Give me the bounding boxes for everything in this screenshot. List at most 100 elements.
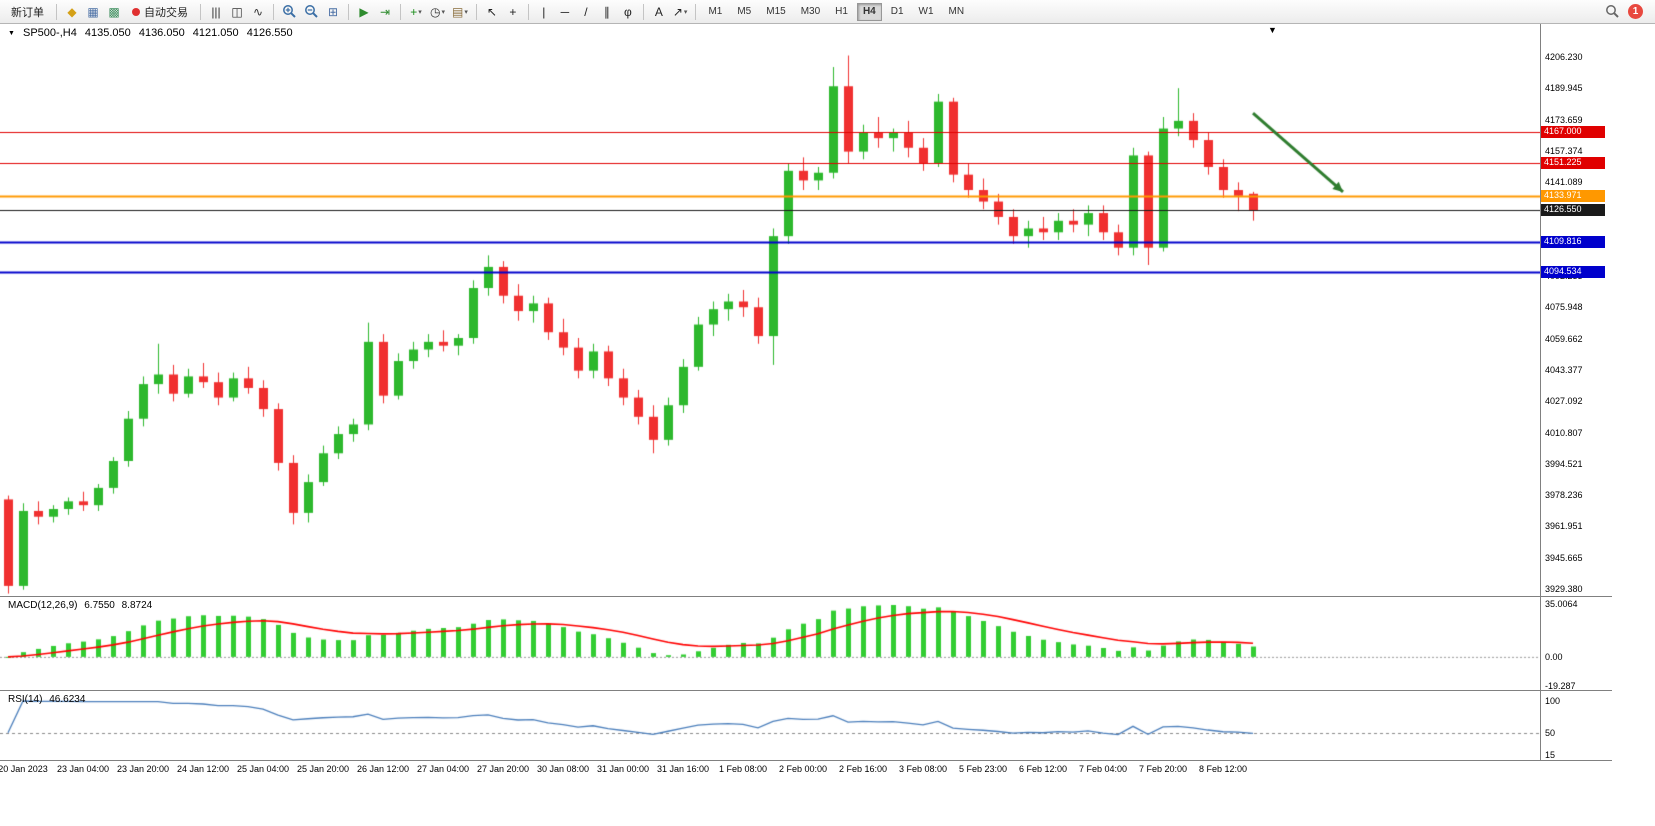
zoom-out-icon[interactable] — [301, 2, 322, 22]
search-icon[interactable] — [1602, 2, 1623, 22]
timeframe-button-w1[interactable]: W1 — [913, 3, 940, 21]
auto-trading-button-label: 自动交易 — [144, 6, 188, 19]
timeframe-button-m1[interactable]: M1 — [702, 3, 728, 21]
bar-chart-icon-glyph: ||| — [211, 4, 221, 19]
price-axis-label: 4157.374 — [1545, 145, 1583, 156]
trendline-icon[interactable]: / — [576, 2, 596, 22]
pane-separator[interactable] — [0, 690, 1612, 691]
zoom-in-icon[interactable] — [279, 2, 300, 22]
macd-main-value: 6.7550 — [84, 600, 115, 611]
line-chart-icon-glyph: ∿ — [252, 4, 264, 19]
templates-icon[interactable]: ▤ ▾ — [449, 2, 471, 22]
timeframe-button-m5[interactable]: M5 — [731, 3, 757, 21]
timeframe-button-h4[interactable]: H4 — [856, 2, 882, 21]
timeframe-button-m30[interactable]: M30 — [795, 3, 826, 21]
templates-icon-caret: ▾ — [464, 8, 468, 16]
time-axis-label: 23 Jan 04:00 — [56, 764, 110, 774]
indicators-icon[interactable]: + ▾ — [406, 2, 426, 22]
text-icon[interactable]: A — [649, 2, 669, 22]
fibonacci-icon-glyph: φ — [623, 4, 632, 19]
cursor-icon-glyph: ↖ — [486, 4, 497, 19]
tile-windows-icon-glyph: ⊞ — [327, 4, 339, 19]
price-level-badge[interactable]: 4151.225 — [1541, 156, 1605, 169]
time-axis-label: 2 Feb 16:00 — [838, 764, 888, 774]
indicators-icon-glyph: + — [410, 4, 418, 19]
macd-pane-canvas[interactable] — [0, 598, 1540, 690]
horizontal-line-icon[interactable]: ─ — [555, 2, 575, 22]
fibonacci-icon[interactable]: φ — [618, 2, 638, 22]
timeframe-button-d1[interactable]: D1 — [885, 3, 910, 21]
candlestick-icon[interactable]: ◫ — [227, 2, 247, 22]
pane-separator[interactable] — [0, 596, 1612, 597]
indicators-icon-caret: ▾ — [418, 8, 422, 16]
channel-icon[interactable]: ∥ — [597, 2, 617, 22]
chart-shift-marker-icon[interactable]: ▼ — [1268, 25, 1277, 35]
timeframe-button-m15[interactable]: M15 — [760, 3, 791, 21]
price-axis-label: 4075.948 — [1545, 302, 1583, 313]
time-axis-label: 25 Jan 04:00 — [236, 764, 290, 774]
time-axis-label: 30 Jan 08:00 — [536, 764, 590, 774]
trendline-icon-glyph: / — [584, 4, 588, 19]
time-axis-label: 23 Jan 20:00 — [116, 764, 170, 774]
new-order-button[interactable]: 新订单 — [4, 2, 51, 22]
bar-chart-icon[interactable]: ||| — [206, 2, 226, 22]
chart-symbol-period: SP500-,H4 — [23, 27, 77, 39]
price-axis-label: 3945.665 — [1545, 552, 1583, 563]
macd-axis-label: 35.0064 — [1545, 599, 1578, 609]
time-axis-label: 6 Feb 12:00 — [1018, 764, 1068, 774]
price-level-badge[interactable]: 4094.534 — [1541, 265, 1605, 278]
toolbar-separator — [273, 3, 274, 20]
price-level-badge[interactable]: 4109.816 — [1541, 236, 1605, 249]
time-axis-label: 2 Feb 00:00 — [778, 764, 828, 774]
data-window-icon[interactable]: ▩ — [104, 2, 124, 22]
toolbar: 新订单 ◆ ▦ ▩ 自动交易 ||| ◫ ∿ ⊞ ▶ ⇥ + ▾ ◷ ▾ ▤ ▾ ↖ + | ─ / ∥ φ A ↗ ▾ M1 M5 M1… — [0, 0, 1655, 24]
price-level-badge[interactable]: 4126.550 — [1541, 204, 1605, 217]
rsi-axis-label: 15 — [1545, 750, 1556, 760]
profiles-icon[interactable]: ◆ — [62, 2, 82, 22]
rsi-axis-label: 50 — [1545, 727, 1556, 738]
rsi-pane-canvas[interactable] — [0, 692, 1540, 760]
data-window-icon-glyph: ▩ — [108, 4, 120, 19]
time-axis-label: 25 Jan 20:00 — [296, 764, 350, 774]
time-axis-separator — [0, 760, 1612, 761]
price-axis-label: 4010.807 — [1545, 427, 1583, 438]
price-axis-line — [1540, 24, 1541, 761]
main-chart-canvas[interactable] — [0, 24, 1540, 596]
chart-shift-icon[interactable]: ⇥ — [375, 2, 395, 22]
market-watch-icon[interactable]: ▦ — [83, 2, 103, 22]
timeframe-button-mn[interactable]: MN — [943, 3, 971, 21]
rsi-name: RSI(14) — [8, 694, 43, 705]
notification-badge[interactable]: 1 — [1628, 4, 1643, 19]
chart-shift-icon-glyph: ⇥ — [379, 4, 391, 19]
price-level-badge[interactable]: 4167.000 — [1541, 126, 1605, 139]
time-axis-label: 1 Feb 08:00 — [718, 764, 768, 774]
price-axis-label: 4141.089 — [1545, 177, 1583, 188]
periods-icon[interactable]: ◷ ▾ — [427, 2, 448, 22]
price-axis-label: 3994.521 — [1545, 458, 1583, 469]
auto-scroll-icon[interactable]: ▶ — [354, 2, 374, 22]
time-axis-label: 24 Jan 12:00 — [176, 764, 230, 774]
price-axis-label: 4027.092 — [1545, 396, 1583, 407]
price-level-badge[interactable]: 4133.971 — [1541, 189, 1605, 202]
price-axis-label: 3961.951 — [1545, 521, 1583, 532]
cursor-icon[interactable]: ↖ — [482, 2, 502, 22]
macd-signal-value: 8.8724 — [121, 600, 153, 611]
crosshair-icon[interactable]: + — [503, 2, 523, 22]
toolbar-separator — [400, 3, 401, 20]
arrows-icon[interactable]: ↗ ▾ — [670, 2, 691, 22]
toolbar-separator — [642, 3, 644, 20]
vertical-line-icon[interactable]: | — [534, 2, 554, 22]
arrows-icon-glyph: ↗ — [672, 4, 683, 19]
time-axis-label: 31 Jan 16:00 — [656, 764, 710, 774]
line-chart-icon[interactable]: ∿ — [248, 2, 268, 22]
tile-windows-icon[interactable]: ⊞ — [323, 2, 343, 22]
toolbar-separator — [475, 3, 477, 20]
time-axis-label: 20 Jan 2023 — [0, 764, 48, 774]
text-icon-glyph: A — [654, 4, 663, 19]
timeframe-button-h1[interactable]: H1 — [829, 3, 854, 21]
time-axis-label: 27 Jan 20:00 — [476, 764, 530, 774]
auto-trading-button[interactable]: 自动交易 — [125, 2, 195, 22]
vertical-line-icon-glyph: | — [542, 4, 546, 19]
macd-axis-label: 0.00 — [1545, 651, 1563, 662]
chart-close-value: 4126.550 — [246, 27, 293, 39]
